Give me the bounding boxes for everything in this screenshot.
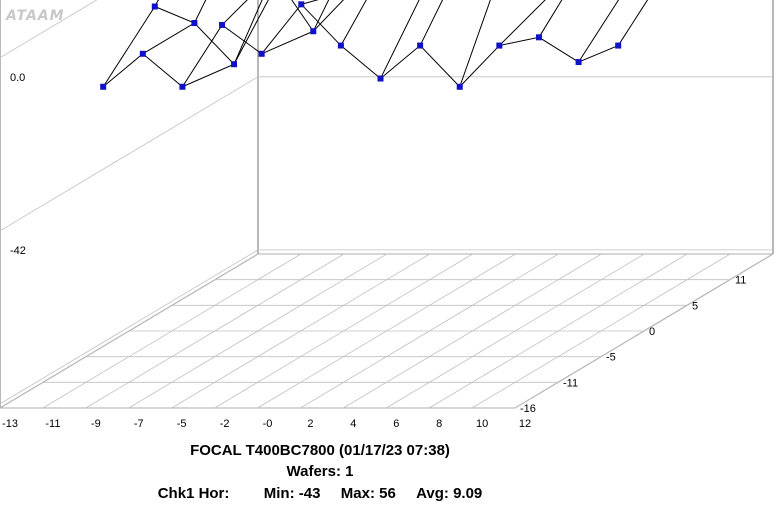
data-point bbox=[191, 19, 198, 26]
x-tick-label: -2 bbox=[220, 418, 230, 430]
mesh-column-line bbox=[142, 0, 207, 55]
y-tick-label: 5 bbox=[692, 300, 698, 312]
x-tick-label: -0 bbox=[263, 418, 273, 430]
x-tick-label: 12 bbox=[519, 418, 531, 430]
x-tick-label: 4 bbox=[350, 418, 356, 430]
wall-grid-line bbox=[0, 0, 98, 59]
x-tick-label: 6 bbox=[393, 418, 399, 430]
z-tick-label: 0.0 bbox=[10, 72, 25, 84]
z-tick-label: -42 bbox=[10, 245, 26, 257]
data-point bbox=[615, 42, 622, 49]
mesh-column-line bbox=[380, 0, 420, 79]
chart-title: FOCAL T400BC7800 (01/17/23 07:38) bbox=[190, 442, 450, 459]
data-point bbox=[377, 75, 384, 82]
mesh-column-line bbox=[499, 0, 546, 46]
data-point bbox=[139, 50, 146, 57]
chart-area: -13-11-9-7-5-2-024681012-16-11-505111656… bbox=[0, 0, 774, 430]
y-tick-label: 0 bbox=[649, 326, 655, 338]
data-point bbox=[258, 50, 265, 57]
stats-max: Max: 56 bbox=[340, 485, 396, 502]
x-tick-label: 2 bbox=[307, 418, 313, 430]
data-point bbox=[496, 42, 503, 49]
mesh-column-line bbox=[459, 0, 491, 87]
mesh-column-line bbox=[617, 0, 649, 46]
data-point bbox=[219, 21, 226, 28]
mesh-column-line bbox=[340, 0, 367, 46]
mesh-column-line bbox=[301, 0, 319, 5]
wall-grid-line bbox=[0, 76, 259, 232]
x-tick-label: 10 bbox=[476, 418, 488, 430]
data-point bbox=[575, 59, 582, 66]
y-tick-label: -16 bbox=[520, 403, 536, 415]
data-point bbox=[179, 83, 186, 90]
series-line bbox=[154, 0, 344, 66]
chart-subtitle: Wafers: 1 bbox=[286, 463, 354, 480]
mesh-column-line bbox=[102, 0, 159, 88]
data-point bbox=[298, 1, 305, 8]
mesh-column-line bbox=[538, 0, 563, 38]
stats-label: Chk1 Hor: bbox=[157, 485, 230, 502]
data-point bbox=[535, 34, 542, 41]
wall-grid-line bbox=[0, 249, 259, 405]
mesh-column-line bbox=[182, 0, 269, 88]
brand-logo: ATAAM bbox=[6, 8, 65, 24]
tick-labels: -13-11-9-7-5-2-024681012-16-11-505111656… bbox=[2, 72, 746, 430]
axis-frame bbox=[0, 0, 774, 409]
data-point bbox=[310, 28, 317, 35]
data-point bbox=[417, 42, 424, 49]
data-point bbox=[337, 42, 344, 49]
x-tick-label: -5 bbox=[177, 418, 187, 430]
x-tick-label: 8 bbox=[436, 418, 442, 430]
x-tick-label: -11 bbox=[45, 418, 60, 430]
y-tick-label: -5 bbox=[606, 352, 616, 364]
data-point bbox=[456, 83, 463, 90]
stats-min: Min: -43 bbox=[263, 485, 321, 502]
data-point bbox=[100, 83, 107, 90]
chart-stats: Chk1 Hor: Min: -43 Max: 56 Avg: 9.09 bbox=[0, 485, 640, 502]
stats-avg: Avg: 9.09 bbox=[416, 485, 483, 502]
mesh-column-line bbox=[578, 0, 620, 63]
x-tick-label: -13 bbox=[2, 418, 18, 430]
mesh-column-line bbox=[261, 0, 330, 55]
x-tick-label: -9 bbox=[91, 418, 101, 430]
grid-lines bbox=[0, 0, 774, 409]
y-tick-label: -11 bbox=[563, 377, 578, 389]
data-markers bbox=[100, 1, 622, 90]
y-tick-label: 11 bbox=[735, 275, 746, 287]
data-point bbox=[231, 61, 238, 68]
data-point bbox=[151, 3, 158, 10]
series-line bbox=[102, 3, 619, 88]
surface-mesh bbox=[102, 0, 649, 88]
mesh-column-line bbox=[419, 0, 444, 46]
x-tick-label: -7 bbox=[134, 418, 144, 430]
